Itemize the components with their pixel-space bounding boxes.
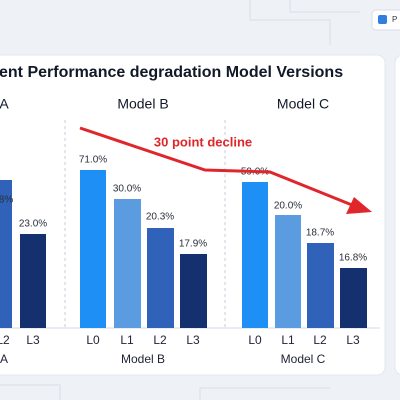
bar: [275, 215, 301, 328]
value-label: 23.0%: [19, 219, 47, 230]
x-label: L1: [120, 333, 134, 347]
panel-header: A: [0, 96, 9, 112]
x-label: L3: [346, 333, 360, 347]
value-label: 20.3%: [146, 212, 174, 223]
value-label: 30.0%: [113, 184, 141, 195]
value-label: 17.9%: [179, 239, 207, 250]
title: ent Performance degradation Model Versio…: [0, 64, 343, 81]
value-label: 20.0%: [274, 201, 302, 212]
x-label: L0: [248, 333, 262, 347]
x-label: L2: [313, 333, 327, 347]
value-label: 16.8%: [339, 253, 367, 264]
circuit-background: [0, 0, 360, 400]
bar: [0, 180, 12, 328]
side-card: [394, 55, 400, 375]
bar: [340, 268, 367, 328]
value-label: 71.0%: [79, 155, 107, 166]
arrow-head: [346, 197, 372, 214]
badge-text: P: [392, 15, 397, 24]
annotation: 30 point decline: [154, 134, 252, 149]
decline-arrow: [79, 126, 353, 207]
bar: [114, 199, 141, 328]
value-label: 18.7%: [306, 228, 334, 239]
panel-footer: Model B: [121, 352, 165, 366]
x-label: L3: [26, 333, 40, 347]
x-label: L0: [86, 333, 100, 347]
bar: [242, 182, 268, 328]
bar: [307, 243, 334, 328]
badge-icon: [378, 15, 387, 24]
x-label: L3: [186, 333, 200, 347]
bar: [20, 234, 46, 328]
x-label: L2: [153, 333, 167, 347]
x-label: L1: [281, 333, 295, 347]
bar: [147, 228, 174, 328]
x-label: L2: [0, 333, 10, 347]
bar: [80, 170, 106, 328]
panel-header: Model C: [277, 96, 329, 112]
bar: [180, 254, 207, 328]
panel-header: Model B: [117, 96, 168, 112]
value-label: 8%: [0, 195, 13, 206]
panel-footer: Model C: [281, 352, 326, 366]
panel-footer: A: [0, 352, 8, 366]
